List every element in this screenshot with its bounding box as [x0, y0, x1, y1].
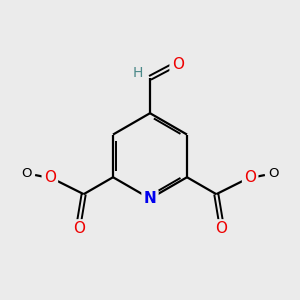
- Text: N: N: [144, 191, 156, 206]
- Text: O: O: [73, 221, 85, 236]
- Text: O: O: [268, 167, 279, 180]
- Text: O: O: [21, 167, 32, 180]
- Text: O: O: [44, 170, 56, 185]
- Text: H: H: [132, 66, 143, 80]
- Text: O: O: [215, 221, 227, 236]
- Text: O: O: [244, 170, 256, 185]
- Text: O: O: [172, 57, 184, 72]
